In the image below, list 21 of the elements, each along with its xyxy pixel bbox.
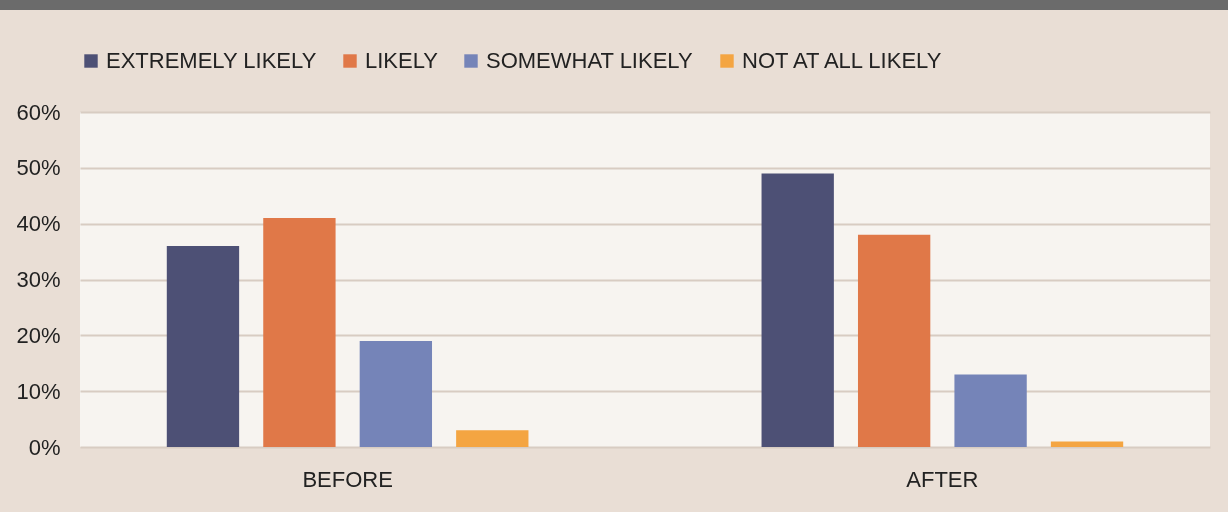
bar — [359, 340, 433, 447]
x-tick-label: AFTER — [906, 466, 979, 492]
bar — [857, 234, 931, 447]
legend-label: SOMEWHAT LIKELY — [486, 48, 693, 73]
legend-label: LIKELY — [365, 48, 439, 73]
bar — [166, 246, 240, 447]
legend-label: EXTREMELY LIKELY — [106, 48, 317, 73]
x-tick-label: BEFORE — [302, 466, 393, 492]
bar — [1050, 441, 1124, 447]
legend-label: NOT AT ALL LIKELY — [742, 48, 942, 73]
y-tick-label: 30% — [16, 267, 61, 292]
y-tick-label: 40% — [16, 211, 61, 237]
bar — [456, 430, 529, 447]
y-tick-label: 10% — [16, 378, 61, 404]
bar — [954, 374, 1027, 447]
y-tick-label: 0% — [28, 434, 61, 460]
bar — [263, 218, 336, 447]
y-tick-label: 20% — [16, 322, 61, 348]
y-tick-label: 60% — [16, 99, 61, 125]
bar — [761, 173, 834, 447]
y-tick-label: 50% — [16, 155, 61, 181]
